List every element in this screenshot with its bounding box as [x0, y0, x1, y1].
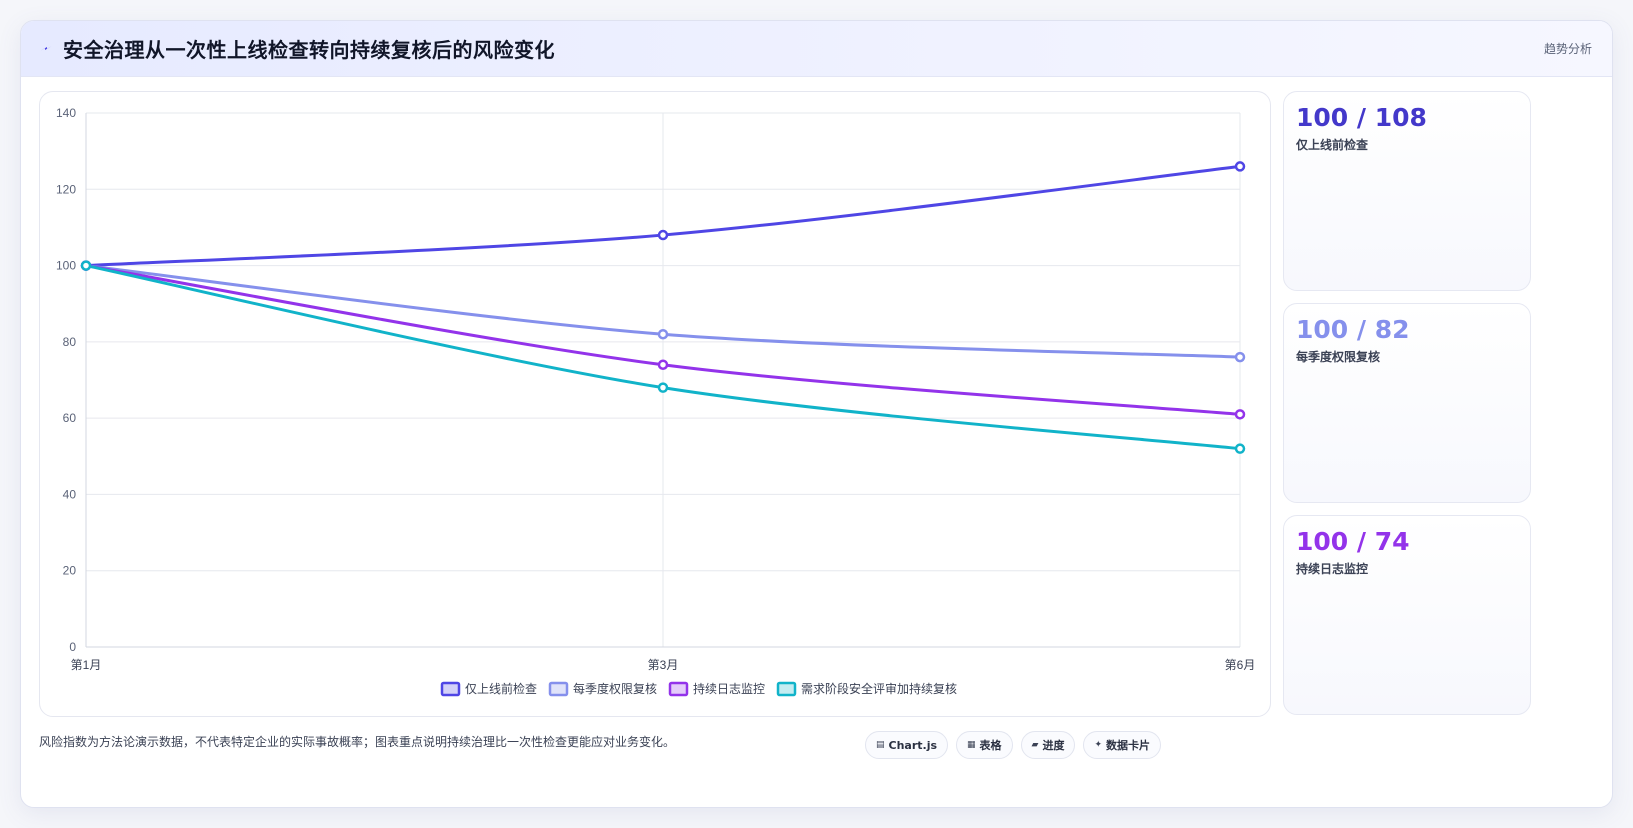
- x-tick-label: 第1月: [71, 658, 102, 672]
- stat-value: 100 / 74: [1296, 527, 1410, 556]
- lightning-icon: [40, 45, 52, 51]
- y-tick-label: 40: [63, 487, 77, 501]
- table-icon: ▦: [967, 740, 976, 750]
- data-point: [1234, 443, 1246, 454]
- legend-swatch-1: [548, 681, 569, 697]
- y-tick-label: 140: [56, 106, 76, 120]
- legend-label-2: 持续日志监控: [693, 681, 765, 696]
- stat-value: 100 / 108: [1296, 103, 1427, 132]
- stat-label: 持续日志监控: [1296, 562, 1369, 576]
- view-chips: ▤ Chart.js ▦ 表格 ▰ 进度 ✦ 数据卡片: [865, 731, 1162, 759]
- legend-swatch-0: [440, 681, 461, 697]
- stat-value: 100 / 82: [1296, 315, 1410, 344]
- stat-card-pre-launch: 100 / 108 仅上线前检查: [1283, 91, 1531, 291]
- chart-card: 安全治理从一次性上线检查转向持续复核后的风险变化 趋势分析 0 20 40 60 80 1…: [20, 20, 1613, 808]
- stat-label: 仅上线前检查: [1296, 138, 1369, 152]
- data-point: [657, 229, 669, 241]
- footer-note: 风险指数为方法论演示数据，不代表特定企业的实际事故概率；图表重点说明持续治理比一…: [39, 735, 676, 749]
- chip-chartjs[interactable]: ▤ Chart.js: [865, 731, 949, 759]
- y-tick-label: 120: [56, 182, 76, 196]
- legend-swatch-3: [776, 681, 797, 697]
- data-point: [657, 359, 669, 370]
- stat-card-log-monitoring: 100 / 74 持续日志监控: [1283, 515, 1531, 715]
- chip-data-card[interactable]: ✦ 数据卡片: [1083, 731, 1162, 759]
- chip-table[interactable]: ▦ 表格: [956, 731, 1013, 759]
- data-point: [1234, 409, 1246, 420]
- y-tick-label: 0: [69, 640, 76, 654]
- legend-label-0: 仅上线前检查: [465, 681, 537, 696]
- x-tick-label: 第3月: [648, 658, 679, 672]
- data-point: [657, 382, 669, 393]
- legend-label-1: 每季度权限复核: [573, 681, 657, 696]
- line-chart-panel: 0 20 40 60 80 100 120 140 第1月 第3月 第6月 仅上线前检查 每季度权限复…: [39, 91, 1271, 717]
- y-tick-label: 20: [63, 564, 77, 578]
- chip-progress[interactable]: ▰ 进度: [1020, 731, 1076, 759]
- y-tick-label: 60: [63, 411, 77, 425]
- trend-analysis-tag[interactable]: 趋势分析: [1543, 42, 1592, 56]
- data-point: [1234, 351, 1246, 363]
- legend-label-3: 需求阶段安全评审加持续复核: [801, 681, 957, 696]
- page-title: 安全治理从一次性上线检查转向持续复核后的风险变化: [63, 38, 555, 62]
- y-tick-label: 80: [63, 335, 77, 349]
- card-header: 安全治理从一次性上线检查转向持续复核后的风险变化 趋势分析: [21, 21, 1612, 77]
- chart-icon: ▤: [876, 740, 885, 750]
- stat-card-quarterly-review: 100 / 82 每季度权限复核: [1283, 303, 1531, 503]
- data-point: [80, 260, 92, 271]
- line-chart: 0 20 40 60 80 100 120 140 第1月 第3月 第6月 仅上线前检查 每季度权限复…: [56, 106, 1256, 697]
- x-tick-label: 第6月: [1225, 658, 1256, 672]
- data-card-icon: ✦: [1094, 740, 1103, 750]
- data-point: [657, 328, 669, 340]
- stat-label: 每季度权限复核: [1296, 350, 1381, 364]
- data-point: [1234, 161, 1246, 172]
- progress-icon: ▰: [1031, 740, 1039, 750]
- legend-swatch-2: [668, 681, 689, 697]
- y-tick-label: 100: [56, 259, 76, 273]
